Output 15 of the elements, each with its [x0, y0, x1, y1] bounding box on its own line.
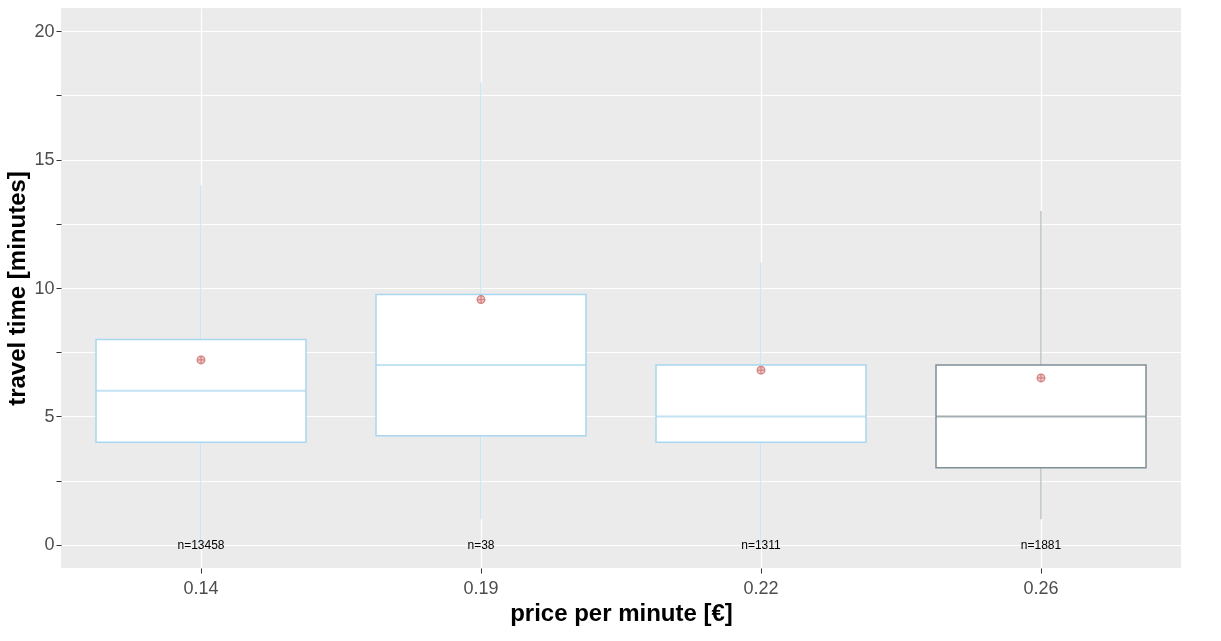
x-axis-title: price per minute [€] — [510, 598, 733, 626]
x-tick-label: 0.19 — [463, 577, 499, 598]
annotation: n=13458 — [177, 537, 225, 552]
annotation: n=1311 — [741, 537, 782, 552]
y-tick-label: 0 — [44, 534, 55, 555]
y-tick-label: 5 — [44, 405, 55, 426]
annotation: n=38 — [467, 537, 495, 552]
y-tick-label: 15 — [34, 149, 55, 170]
y-tick-label: 20 — [34, 20, 55, 41]
x-tick-label: 0.14 — [183, 577, 219, 598]
y-axis-title: travel time [minutes] — [3, 171, 31, 406]
x-tick-label: 0.22 — [743, 577, 779, 598]
annotation: n=1881 — [1020, 537, 1062, 552]
y-tick-label: 10 — [34, 277, 55, 298]
x-tick-label: 0.26 — [1023, 577, 1059, 598]
